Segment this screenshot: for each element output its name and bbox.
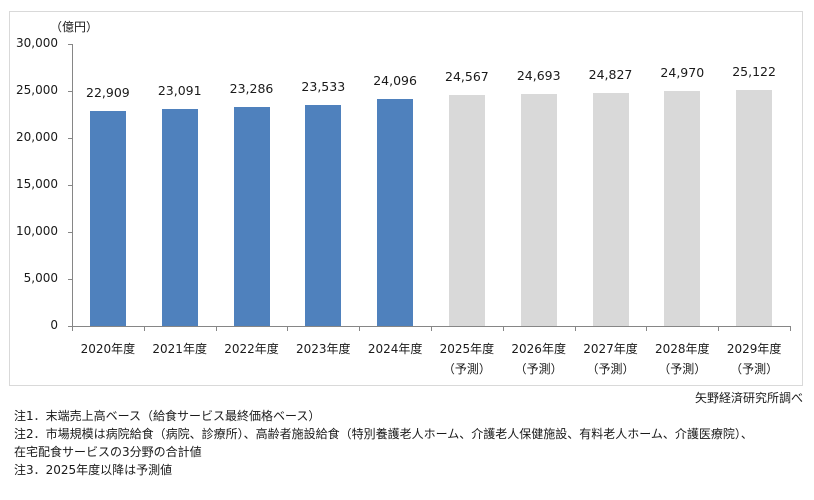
- footnote-1: 注1．末端売上高ベース（給食サービス最終価格ベース）: [14, 409, 321, 423]
- data-value-label: 24,096: [373, 73, 417, 89]
- x-tick-mark: [718, 326, 720, 331]
- y-tick-mark: [68, 91, 73, 92]
- x-tick-mark: [215, 326, 217, 331]
- y-tick-mark: [68, 279, 73, 280]
- footnote-2: 注2．市場規模は病院給食（病院、診療所）、高齢者施設給食（特別養護老人ホーム、介…: [14, 427, 753, 441]
- footnote-3: 注3．2025年度以降は予測値: [14, 463, 173, 477]
- forecast-bar: [448, 95, 485, 326]
- x-category-label: 2024年度: [367, 342, 423, 356]
- actual-bar: [161, 108, 198, 326]
- actual-bar: [233, 107, 270, 326]
- y-axis-line: [72, 44, 73, 326]
- footnote-2-continued: 在宅配食サービスの3分野の合計値: [14, 445, 202, 459]
- x-category-label: 2026年度 （予測）: [511, 342, 566, 376]
- forecast-bar: [592, 92, 629, 326]
- forecast-bar: [664, 91, 701, 326]
- actual-bar: [305, 104, 342, 326]
- x-category-label: 2021年度: [152, 342, 207, 356]
- x-tick-mark: [287, 326, 289, 331]
- y-tick-label: 25,000: [16, 83, 58, 97]
- x-tick-mark: [502, 326, 504, 331]
- x-category-label: 2023年度: [296, 342, 351, 356]
- x-tick-mark: [574, 326, 576, 331]
- y-tick-label: 0: [50, 318, 58, 332]
- data-value-label: 24,693: [516, 67, 561, 83]
- data-value-label: 23,091: [157, 82, 202, 98]
- y-axis-unit-label: （億円）: [50, 20, 99, 34]
- y-tick-label: 15,000: [16, 177, 58, 191]
- y-tick-label: 5,000: [23, 271, 58, 285]
- chart-frame: [9, 11, 803, 386]
- forecast-bar: [520, 93, 557, 326]
- y-tick-mark: [68, 44, 73, 45]
- x-category-label: 2025年度 （予測）: [439, 342, 495, 376]
- x-tick-mark: [790, 326, 791, 331]
- y-tick-label: 20,000: [16, 130, 58, 144]
- forecast-bar: [736, 89, 773, 326]
- data-value-label: 25,122: [732, 63, 776, 79]
- actual-bar: [377, 99, 414, 326]
- data-value-label: 24,970: [660, 65, 705, 81]
- y-tick-mark: [68, 232, 73, 233]
- x-category-label: 2027年度 （予測）: [583, 342, 638, 376]
- x-tick-mark: [143, 326, 145, 331]
- x-tick-mark: [359, 326, 361, 331]
- x-category-label: 2029年度 （予測）: [726, 342, 782, 376]
- data-value-label: 23,533: [301, 78, 346, 94]
- y-tick-mark: [68, 138, 73, 139]
- y-tick-mark: [68, 185, 73, 186]
- x-category-label: 2028年度 （予測）: [655, 342, 710, 376]
- x-category-label: 2022年度: [224, 342, 279, 356]
- x-tick-mark: [646, 326, 648, 331]
- x-tick-mark: [431, 326, 432, 331]
- footnotes: 注1．末端売上高ベース（給食サービス最終価格ベース） 注2．市場規模は病院給食（…: [14, 407, 753, 479]
- data-value-label: 24,567: [445, 69, 489, 85]
- data-value-label: 23,286: [229, 81, 274, 97]
- y-tick-label: 10,000: [16, 224, 58, 238]
- y-tick-mark: [68, 326, 73, 327]
- data-value-label: 22,909: [86, 84, 130, 100]
- y-tick-label: 30,000: [16, 36, 58, 50]
- x-category-label: 2020年度: [80, 342, 136, 356]
- actual-bar: [89, 110, 126, 326]
- data-value-label: 24,827: [588, 66, 633, 82]
- x-tick-mark: [72, 326, 73, 331]
- source-credit: 矢野経済研究所調べ: [694, 391, 803, 405]
